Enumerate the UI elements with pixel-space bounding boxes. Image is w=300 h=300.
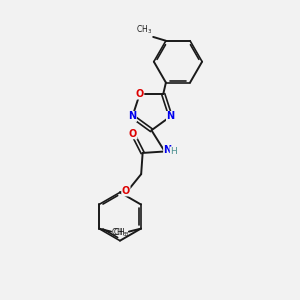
Text: O: O: [136, 89, 144, 99]
Text: CH$_3$: CH$_3$: [111, 226, 128, 239]
Text: O: O: [122, 186, 130, 196]
Text: H: H: [170, 147, 177, 156]
Text: CH$_3$: CH$_3$: [136, 24, 152, 36]
Text: N: N: [128, 111, 136, 122]
Text: CH$_3$: CH$_3$: [112, 226, 129, 239]
Text: N: N: [164, 145, 172, 155]
Text: O: O: [129, 129, 137, 139]
Text: N: N: [167, 111, 175, 122]
